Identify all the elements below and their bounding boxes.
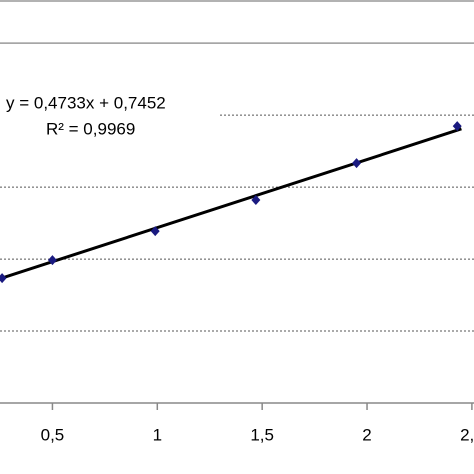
point [47, 255, 57, 266]
x-tick-label: 1,5 [250, 425, 274, 444]
point [251, 195, 261, 206]
trendline [0, 127, 462, 281]
point [0, 273, 7, 284]
x-tick-label: 2 [362, 425, 371, 444]
equation-label: y = 0,4733x + 0,7452 [6, 93, 166, 112]
r2-label: R² = 0,9969 [46, 119, 135, 138]
x-tick-label: 1 [153, 425, 162, 444]
point [452, 121, 462, 132]
point [150, 226, 160, 237]
x-tick-label: 0,5 [41, 425, 65, 444]
equation-box [0, 90, 220, 142]
point [352, 158, 362, 169]
x-tick-label: 2,5 [460, 425, 474, 444]
